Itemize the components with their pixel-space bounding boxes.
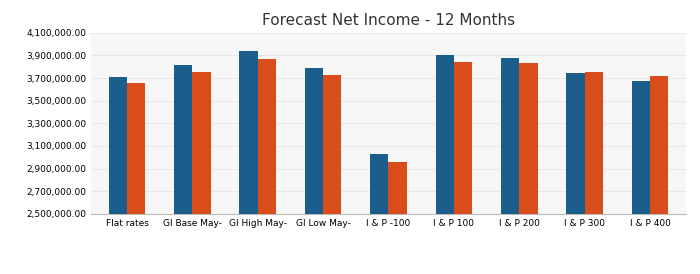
Bar (174, 65, 193, 274)
Bar (127, 83, 146, 274)
Bar (650, 76, 668, 274)
Bar (370, 154, 388, 274)
Bar (258, 59, 276, 274)
Bar (454, 62, 473, 274)
Bar (389, 162, 407, 274)
Bar (435, 55, 454, 274)
Bar (108, 77, 127, 274)
Bar (193, 72, 211, 274)
Bar (631, 81, 650, 274)
Bar (304, 68, 323, 274)
Title: Forecast Net Income - 12 Months: Forecast Net Income - 12 Months (262, 13, 515, 28)
Bar (584, 72, 603, 274)
Bar (501, 58, 519, 274)
Bar (323, 75, 342, 274)
Bar (519, 63, 538, 274)
Bar (239, 51, 258, 274)
Bar (566, 73, 584, 274)
